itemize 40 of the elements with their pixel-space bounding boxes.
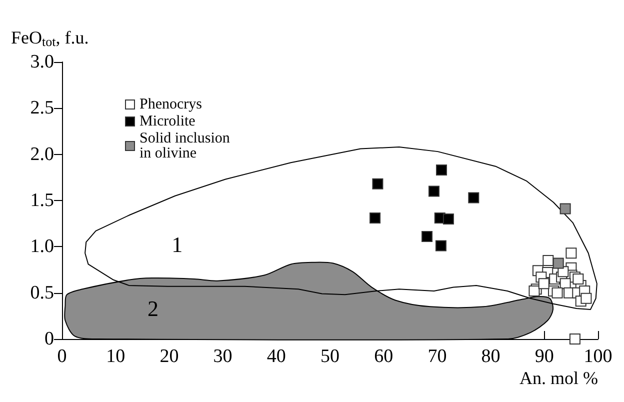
x-tick-label: 20 [160, 346, 179, 367]
y-tick-label: 2.5 [30, 98, 54, 119]
point [436, 164, 447, 176]
x-tick-label: 60 [374, 346, 394, 367]
x-tick-label: 80 [481, 346, 500, 367]
x-tick-label: 70 [428, 346, 447, 367]
series-label: 2 [148, 296, 159, 321]
point [442, 213, 454, 224]
y-tick-label: 0 [44, 328, 54, 350]
y-tick-label: 3.0 [30, 52, 54, 72]
x-tick-label: 100 [584, 346, 612, 367]
point [538, 278, 550, 290]
annotation: 1 [172, 232, 183, 257]
x-tick-label: 0 [57, 346, 67, 367]
y-tick-label: 0.5 [30, 282, 54, 304]
legend-label: Microlite [140, 114, 196, 130]
point [435, 240, 446, 252]
x-tick-label: 30 [213, 346, 232, 367]
x-axis-title: An. mol % [520, 368, 598, 388]
point [422, 231, 433, 242]
point [428, 186, 440, 197]
point [566, 248, 577, 259]
point [552, 287, 563, 298]
x-tick-label: 90 [534, 346, 554, 367]
point [580, 292, 592, 304]
y-tick-label: 2.0 [30, 144, 54, 165]
point [372, 178, 384, 190]
legend-label: Solid inclusion in olivine [140, 130, 230, 162]
legend-label: Phenocrys [140, 96, 202, 112]
point [569, 334, 580, 344]
y-tick-label: 1.5 [30, 190, 54, 211]
point [560, 203, 571, 214]
point [468, 192, 480, 204]
y-tick-label: 1.0 [30, 236, 54, 258]
x-tick-label: 10 [106, 346, 126, 367]
point [552, 258, 564, 269]
x-tick-label: 40 [266, 346, 286, 367]
point [370, 212, 381, 224]
point [572, 273, 584, 284]
x-tick-label: 50 [320, 346, 340, 367]
